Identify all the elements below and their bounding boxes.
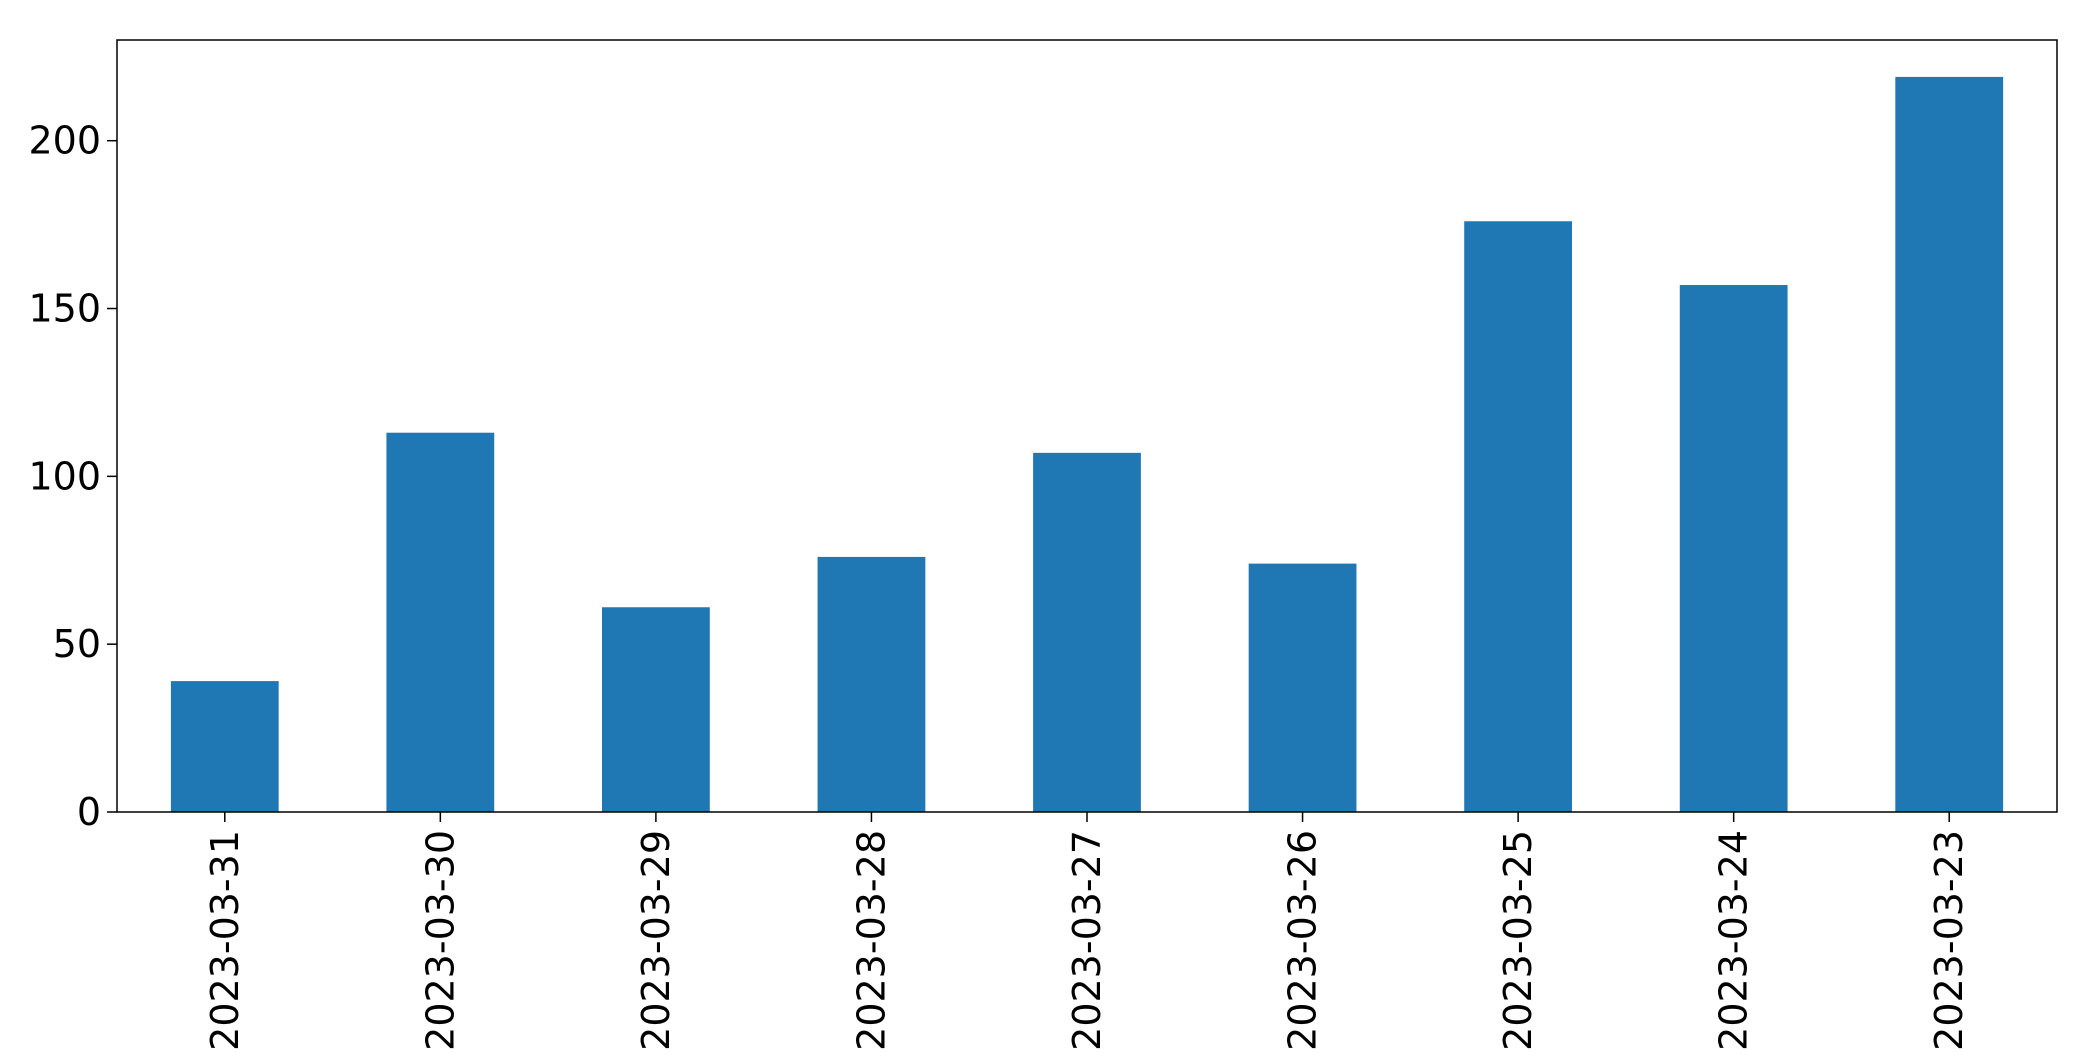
- y-tick-label: 150: [28, 287, 101, 331]
- x-tick-label: 2023-03-25: [1496, 830, 1540, 1051]
- bar-2023-03-24: [1679, 285, 1788, 812]
- bar-2023-03-27: [1033, 452, 1141, 812]
- bars-layer: [170, 76, 2004, 813]
- bar-2023-03-26: [1248, 563, 1357, 812]
- x-tick-label: 2023-03-28: [849, 830, 893, 1051]
- bar-2023-03-28: [817, 556, 926, 812]
- y-tick-label: 50: [53, 622, 101, 666]
- x-tick-label: 2023-03-24: [1712, 830, 1756, 1051]
- y-tick-label: 200: [28, 119, 101, 163]
- x-tick-label: 2023-03-30: [418, 830, 462, 1051]
- y-tick-label: 0: [77, 790, 101, 834]
- bar-2023-03-25: [1464, 221, 1572, 812]
- plot-frame: [116, 39, 2058, 813]
- bar-2023-03-30: [386, 432, 495, 812]
- x-tick-label: 2023-03-27: [1065, 830, 1109, 1051]
- x-tick-label: 2023-03-31: [203, 830, 247, 1051]
- x-tick-label: 2023-03-26: [1281, 830, 1325, 1051]
- ticks-layer: 2023-03-31 2023-03-30 2023-03-29 2023-03-28…: [28, 119, 1971, 1051]
- bar-2023-03-31: [170, 681, 279, 812]
- bar-2023-03-23: [1895, 76, 2004, 813]
- y-tick-label: 100: [28, 454, 101, 498]
- x-tick-label: 2023-03-29: [634, 830, 678, 1051]
- x-tick-label: 2023-03-23: [1927, 830, 1971, 1051]
- bar-2023-03-29: [602, 607, 710, 812]
